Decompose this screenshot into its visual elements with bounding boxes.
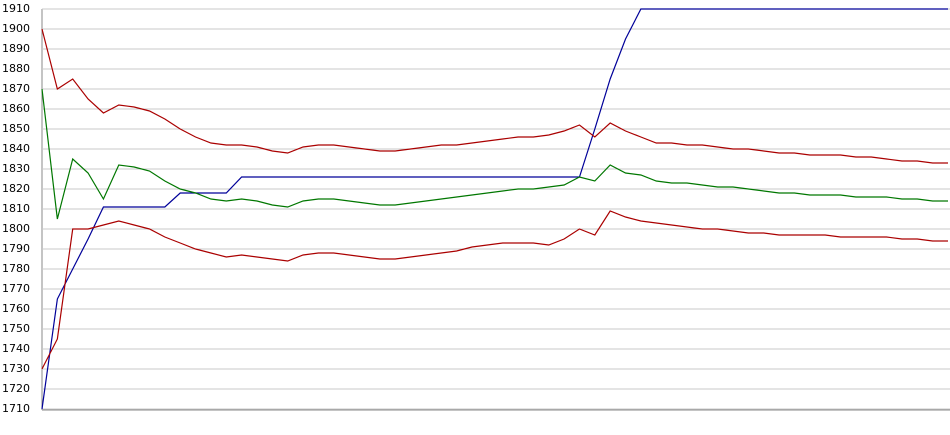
series-line	[41, 28, 948, 164]
y-tick-label: 1750	[2, 322, 30, 335]
y-tick-label: 1820	[2, 182, 30, 195]
y-tick-label: 1720	[2, 382, 30, 395]
y-tick-label: 1710	[2, 402, 30, 415]
y-tick-label: 1890	[2, 42, 30, 55]
y-tick-label: 1770	[2, 282, 30, 295]
y-tick-label: 1780	[2, 262, 30, 275]
y-tick-label: 1900	[2, 22, 30, 35]
y-tick-label: 1740	[2, 342, 30, 355]
series-line	[41, 8, 948, 410]
y-tick-label: 1850	[2, 122, 30, 135]
y-tick-label: 1840	[2, 142, 30, 155]
y-tick-label: 1880	[2, 62, 30, 75]
y-tick-label: 1830	[2, 162, 30, 175]
y-tick-label: 1800	[2, 222, 30, 235]
y-tick-label: 1760	[2, 302, 30, 315]
y-tick-label: 1790	[2, 242, 30, 255]
y-tick-label: 1810	[2, 202, 30, 215]
y-tick-label: 1910	[2, 2, 30, 15]
series-line	[41, 88, 948, 220]
y-tick-label: 1730	[2, 362, 30, 375]
y-tick-label: 1860	[2, 102, 30, 115]
series-line	[41, 210, 948, 370]
y-tick-label: 1870	[2, 82, 30, 95]
